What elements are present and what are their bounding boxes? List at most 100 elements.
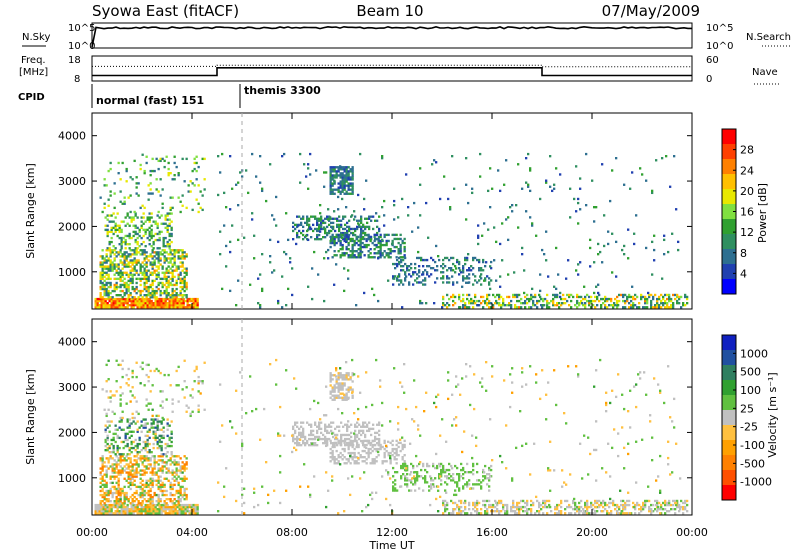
range-cell	[174, 512, 177, 515]
range-cell	[130, 442, 133, 446]
range-cell	[458, 473, 461, 476]
range-cell	[439, 197, 442, 201]
range-cell	[375, 237, 378, 241]
range-cell	[395, 256, 398, 259]
range-cell	[574, 503, 577, 507]
range-cell	[585, 204, 588, 207]
range-cell	[476, 471, 479, 474]
range-cell	[155, 273, 158, 276]
range-cell	[408, 479, 411, 482]
range-cell	[155, 275, 158, 279]
range-cell	[489, 206, 492, 209]
range-cell	[406, 477, 409, 480]
range-cell	[140, 216, 143, 219]
range-cell	[101, 265, 104, 268]
range-cell	[170, 306, 173, 309]
range-cell	[576, 510, 579, 513]
range-cell	[339, 239, 342, 243]
range-cell	[153, 296, 156, 299]
range-cell	[328, 219, 331, 222]
range-cell	[107, 204, 110, 207]
range-cell	[345, 235, 348, 239]
range-cell	[143, 455, 146, 458]
range-cell	[450, 295, 453, 299]
range-cell	[101, 277, 104, 281]
range-cell	[341, 182, 344, 185]
range-cell	[285, 212, 288, 215]
range-cell	[355, 462, 358, 465]
range-cell	[99, 279, 102, 283]
range-cell	[179, 249, 182, 252]
range-cell	[684, 293, 687, 297]
range-cell	[331, 445, 334, 449]
range-cell	[644, 306, 647, 309]
range-cell	[636, 501, 639, 505]
range-cell	[422, 477, 425, 480]
range-cell	[450, 256, 453, 260]
range-cell	[482, 468, 485, 472]
range-cell	[165, 281, 168, 285]
nsky-series	[91, 25, 692, 48]
range-cell	[448, 304, 451, 307]
range-cell	[368, 215, 371, 218]
range-cell	[486, 297, 489, 301]
range-cell	[381, 254, 384, 257]
range-cell	[626, 499, 629, 503]
range-cell	[139, 365, 142, 369]
range-cell	[484, 510, 487, 513]
range-cell	[120, 453, 123, 456]
range-cell	[171, 294, 174, 297]
range-cell	[486, 508, 489, 511]
range-cell	[105, 273, 108, 276]
range-cell	[115, 461, 118, 464]
range-cell	[174, 304, 177, 307]
range-cell	[528, 297, 531, 301]
range-cell	[340, 433, 343, 437]
range-cell	[460, 499, 463, 503]
range-cell	[159, 489, 162, 493]
range-cell	[109, 259, 112, 262]
range-cell	[179, 273, 182, 276]
range-cell	[639, 167, 642, 170]
range-cell	[331, 374, 334, 377]
range-cell	[367, 439, 370, 443]
range-cell	[346, 225, 349, 229]
range-cell	[157, 273, 160, 276]
range-cell	[466, 256, 469, 260]
range-cell	[109, 455, 112, 458]
range-cell	[112, 512, 115, 515]
range-cell	[362, 231, 365, 235]
range-cell	[174, 503, 177, 507]
range-cell	[484, 505, 487, 509]
range-cell	[385, 449, 388, 453]
range-cell	[307, 163, 310, 166]
range-cell	[147, 467, 150, 470]
range-cell	[404, 277, 407, 280]
range-cell	[508, 304, 511, 307]
range-cell	[117, 477, 120, 480]
range-cell	[339, 386, 342, 389]
range-cell	[285, 304, 288, 307]
range-cell	[170, 297, 173, 301]
range-cell	[458, 475, 461, 478]
range-cell	[166, 434, 169, 438]
range-cell	[678, 503, 681, 507]
range-cell	[185, 498, 188, 501]
range-cell	[391, 439, 394, 443]
range-cell	[379, 447, 382, 451]
range-cell	[183, 475, 186, 478]
range-cell	[482, 479, 485, 482]
range-cell	[650, 503, 653, 507]
range-cell	[676, 499, 679, 503]
range-cell	[241, 442, 244, 445]
range-cell	[476, 299, 479, 303]
range-cell	[261, 253, 264, 256]
range-cell	[151, 279, 154, 283]
range-cell	[420, 468, 423, 472]
range-cell	[143, 469, 146, 472]
range-cell	[157, 495, 160, 499]
range-cell	[164, 503, 167, 507]
range-cell	[108, 446, 111, 450]
range-cell	[108, 503, 111, 507]
range-cell	[145, 251, 148, 254]
